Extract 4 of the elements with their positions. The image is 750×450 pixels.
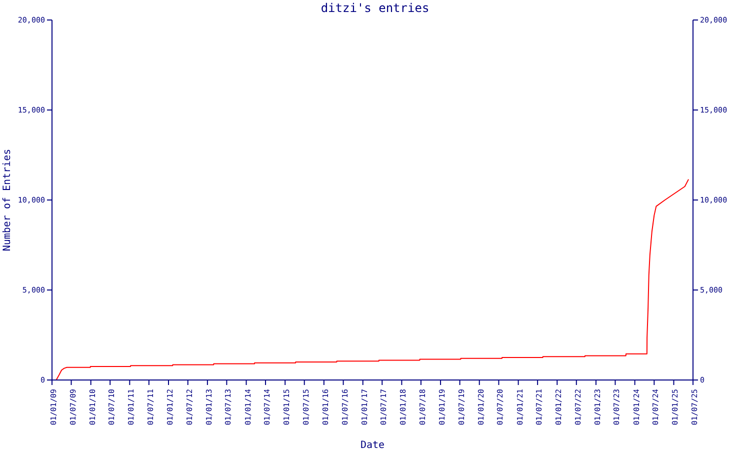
chart-title: ditzi's entries [320,1,430,15]
y-axis-title: Number of Entries [2,148,14,252]
line-series [56,178,690,380]
x-axis-title: Date [360,440,385,450]
